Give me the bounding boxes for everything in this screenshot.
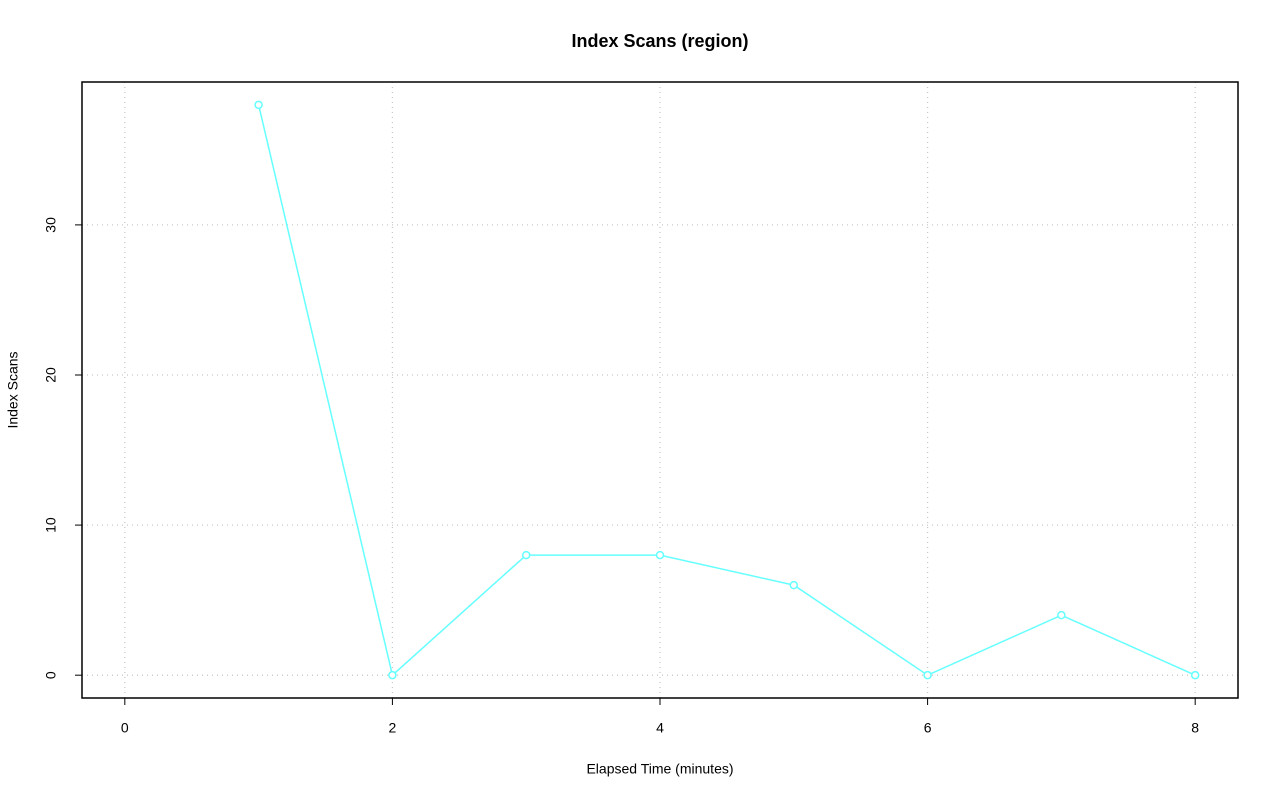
y-tick-label: 0 [43,671,59,679]
data-point [923,670,932,680]
chart-title: Index Scans (region) [571,31,748,51]
data-point [789,580,799,590]
data-point [1190,670,1200,680]
x-tick-label: 4 [656,720,664,736]
y-tick-label: 10 [43,517,59,533]
data-point [254,100,263,110]
plot-frame [81,81,1239,699]
y-tick-label: 30 [43,217,59,233]
x-tick-label: 6 [924,720,932,736]
x-tick-label: 8 [1191,720,1199,736]
data-point [1057,610,1066,620]
data-point [388,670,397,680]
data-point [521,550,531,560]
x-axis-label: Elapsed Time (minutes) [586,761,733,777]
y-tick-label: 20 [43,367,59,383]
x-tick-label: 2 [389,720,397,736]
data-point [655,550,665,560]
y-axis-label: Index Scans [5,351,21,428]
x-tick-label: 0 [121,720,129,736]
series-line [257,104,1196,677]
